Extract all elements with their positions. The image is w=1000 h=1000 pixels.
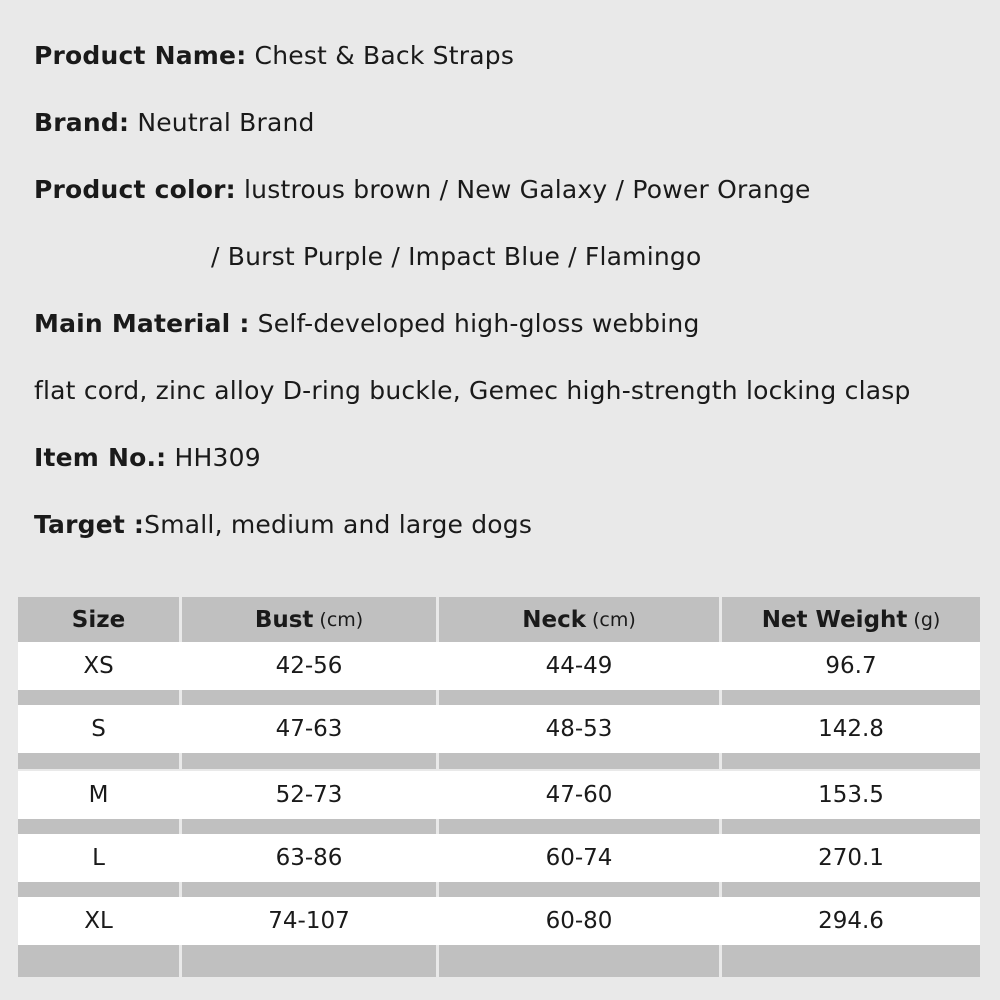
table-cell: 47-60 bbox=[545, 782, 613, 808]
spec-main-material-line2: flat cord, zinc alloy D-ring buckle, Gem… bbox=[34, 376, 911, 405]
spec-value: lustrous brown / New Galaxy / Power Oran… bbox=[244, 175, 811, 204]
row-separator bbox=[18, 819, 179, 835]
spec-label: Brand: bbox=[34, 108, 130, 137]
row-separator bbox=[722, 945, 980, 977]
table-row bbox=[18, 642, 980, 690]
header-label: Net Weight bbox=[761, 606, 908, 633]
row-separator bbox=[182, 882, 436, 897]
spec-value: Small, medium and large dogs bbox=[144, 510, 533, 539]
spec-value: Neutral Brand bbox=[137, 108, 315, 137]
row-separator bbox=[439, 690, 719, 705]
table-cell: 63-86 bbox=[275, 845, 343, 871]
table-cell: 74-107 bbox=[268, 908, 350, 934]
table-row bbox=[18, 834, 980, 882]
spec-item-no: Item No.: HH309 bbox=[34, 443, 261, 473]
row-separator bbox=[439, 819, 719, 835]
spec-brand: Brand: Neutral Brand bbox=[34, 108, 315, 138]
table-cell: L bbox=[92, 845, 105, 871]
table-cell: 294.6 bbox=[818, 908, 884, 934]
table-cell: 48-53 bbox=[545, 716, 613, 742]
header-cell: Bust (cm) bbox=[182, 597, 436, 642]
row-separator bbox=[18, 882, 179, 897]
row-separator bbox=[722, 882, 980, 897]
spec-product-name: Product Name: Chest & Back Straps bbox=[34, 41, 514, 71]
table-cell: XL bbox=[84, 908, 113, 934]
table-cell: 96.7 bbox=[825, 653, 877, 679]
row-separator bbox=[182, 819, 436, 835]
row-separator bbox=[439, 882, 719, 897]
header-label: Bust bbox=[254, 606, 314, 633]
table-cell: 270.1 bbox=[818, 845, 884, 871]
spec-label: Main Material : bbox=[34, 309, 250, 338]
table-cell: 60-80 bbox=[545, 908, 613, 934]
row-separator bbox=[439, 753, 719, 769]
table-row bbox=[18, 771, 980, 819]
row-separator bbox=[182, 690, 436, 705]
header-cell: Neck (cm) bbox=[439, 597, 719, 642]
table-row bbox=[18, 897, 980, 945]
spec-label: Product Name: bbox=[34, 41, 247, 70]
table-cell: 60-74 bbox=[545, 845, 613, 871]
header-unit: (cm) bbox=[592, 608, 636, 631]
header-unit: (cm) bbox=[319, 608, 364, 631]
row-separator bbox=[18, 753, 179, 769]
row-separator bbox=[18, 945, 179, 977]
table-cell: 42-56 bbox=[275, 653, 343, 679]
row-separator bbox=[439, 945, 719, 977]
spec-value: Self-developed high-gloss webbing bbox=[257, 309, 700, 338]
table-cell: 142.8 bbox=[818, 716, 884, 742]
spec-value: Chest & Back Straps bbox=[254, 41, 515, 70]
spec-product-color: Product color: lustrous brown / New Gala… bbox=[34, 175, 811, 205]
spec-target: Target :Small, medium and large dogs bbox=[34, 510, 532, 540]
header-cell: Net Weight (g) bbox=[722, 597, 980, 642]
spec-label: Item No.: bbox=[34, 443, 167, 472]
size-table: Size Bust (cm) Neck (cm) Net Weight (g) XS 42-56… bbox=[18, 597, 980, 977]
table-cell: 47-63 bbox=[275, 716, 343, 742]
table-cell: 153.5 bbox=[818, 782, 884, 808]
table-cell: XS bbox=[83, 653, 114, 679]
spec-main-material: Main Material : Self-developed high-glos… bbox=[34, 309, 700, 339]
row-separator bbox=[722, 690, 980, 705]
table-cell: M bbox=[88, 782, 109, 808]
row-separator bbox=[18, 690, 179, 705]
header-unit: (g) bbox=[913, 608, 941, 631]
row-separator bbox=[722, 819, 980, 835]
table-row bbox=[18, 705, 980, 753]
table-cell: S bbox=[91, 716, 106, 742]
spec-label: Product color: bbox=[34, 175, 236, 204]
spec-product-color-line2: / Burst Purple / Impact Blue / Flamingo bbox=[211, 242, 702, 271]
header-cell: Size bbox=[18, 597, 179, 642]
table-cell: 52-73 bbox=[275, 782, 343, 808]
spec-label: Target : bbox=[34, 510, 145, 539]
row-separator bbox=[182, 945, 436, 977]
header-label: Neck bbox=[522, 606, 586, 633]
header-label: Size bbox=[71, 606, 126, 633]
table-cell: 44-49 bbox=[545, 653, 613, 679]
row-separator bbox=[722, 753, 980, 769]
spec-value: HH309 bbox=[174, 443, 261, 472]
row-separator bbox=[182, 753, 436, 769]
